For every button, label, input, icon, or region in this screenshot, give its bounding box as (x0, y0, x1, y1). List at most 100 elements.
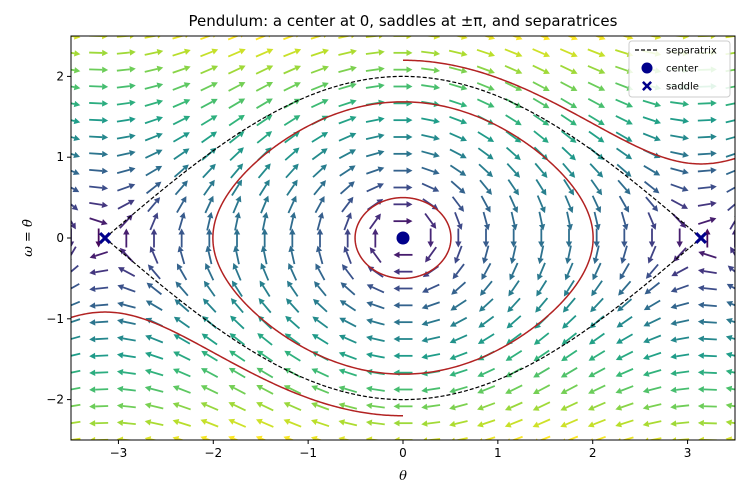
field-arrow (479, 436, 496, 440)
field-arrow (200, 418, 219, 428)
field-arrow (449, 403, 468, 411)
legend: separatrix center saddle (628, 40, 731, 98)
field-arrow (533, 332, 550, 345)
field-arrow (256, 367, 274, 379)
field-arrow (71, 50, 81, 57)
field-arrow (670, 353, 690, 360)
field-arrow (532, 97, 550, 109)
field-arrow (287, 263, 298, 281)
saddle-marker (98, 232, 111, 244)
field-arrow (174, 180, 188, 196)
field-arrow (587, 65, 606, 74)
field-arrow (71, 403, 81, 408)
field-arrow (71, 318, 81, 324)
separatrix-lower (104, 237, 702, 401)
field-arrow (504, 65, 523, 75)
field-arrow (310, 65, 329, 74)
field-arrow (338, 36, 355, 39)
field-arrow (615, 368, 634, 377)
x-axis-label: θ (399, 469, 407, 484)
field-arrow (145, 149, 163, 159)
field-arrow (365, 49, 385, 56)
field-arrow (338, 48, 357, 56)
field-arrow (117, 267, 136, 277)
field-arrow (89, 184, 109, 192)
field-arrow (532, 401, 551, 411)
field-arrow (316, 228, 324, 248)
field-arrow (697, 369, 717, 376)
field-arrow (477, 147, 494, 160)
field-arrow (200, 368, 219, 378)
field-arrow (480, 280, 493, 296)
field-arrow (205, 245, 213, 265)
field-arrow (365, 385, 385, 393)
field-arrow (620, 245, 628, 264)
legend-saddle-swatch (642, 81, 652, 91)
field-arrow (449, 351, 468, 361)
field-arrow (564, 195, 574, 214)
field-arrow (116, 49, 136, 56)
field-arrow (507, 297, 521, 313)
field-arrow (532, 384, 551, 394)
field-arrow (697, 386, 717, 393)
field-arrow (393, 116, 413, 124)
field-arrow (642, 403, 662, 411)
field-arrow (537, 245, 545, 265)
field-arrow (89, 251, 108, 259)
field-arrow (455, 228, 462, 248)
field-arrow (232, 195, 242, 214)
field-arrow (647, 245, 657, 264)
field-arrow (670, 386, 690, 394)
field-arrow (588, 367, 606, 378)
field-arrow (284, 333, 301, 346)
field-arrow (450, 180, 466, 194)
field-arrow (116, 369, 136, 376)
field-arrow (727, 203, 735, 212)
field-arrow (451, 437, 468, 440)
field-arrow (704, 228, 711, 248)
field-arrow (673, 247, 687, 262)
field-arrow (339, 165, 356, 177)
field-arrow (256, 350, 274, 362)
field-arrow (310, 36, 327, 40)
field-arrow (343, 245, 352, 265)
field-arrow (365, 133, 385, 141)
field-arrow (727, 265, 735, 273)
field-arrow (393, 133, 413, 141)
field-arrow (289, 228, 296, 248)
field-arrow (338, 334, 357, 344)
field-arrow (338, 115, 357, 125)
field-arrow (726, 301, 735, 307)
field-arrow (697, 167, 717, 174)
field-arrow (338, 436, 352, 440)
field-arrow (731, 228, 735, 248)
field-arrow (71, 369, 81, 374)
field-arrow (449, 99, 468, 108)
field-arrow (590, 297, 604, 313)
field-arrow (261, 228, 268, 248)
field-arrow (202, 298, 217, 313)
field-arrow (448, 49, 468, 57)
field-arrow (393, 268, 413, 275)
x-tick-label: 0 (399, 446, 407, 460)
field-arrow (203, 280, 216, 297)
field-arrow (645, 263, 659, 279)
field-arrow (725, 318, 735, 325)
field-arrow (89, 269, 109, 276)
field-arrow (286, 179, 298, 196)
field-arrow (448, 66, 468, 74)
field-arrow (393, 403, 413, 410)
field-arrow (365, 116, 385, 123)
field-arrow (339, 181, 355, 195)
field-arrow (200, 48, 219, 58)
field-arrow (255, 418, 274, 428)
field-arrow (172, 385, 191, 394)
field-arrow (393, 285, 413, 292)
field-arrow (369, 213, 381, 230)
field-arrow (123, 228, 130, 248)
field-arrow (89, 49, 109, 57)
field-arrow (477, 385, 496, 394)
field-arrow (510, 211, 518, 231)
field-arrow (283, 48, 302, 58)
field-arrow (259, 280, 271, 298)
